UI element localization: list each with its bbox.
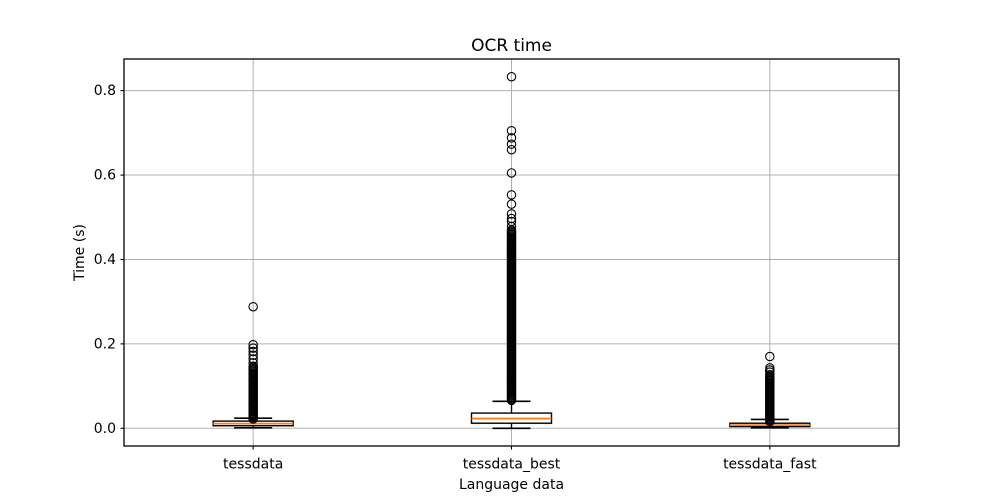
chart-title: OCR time bbox=[471, 36, 552, 56]
flier bbox=[506, 71, 517, 82]
y-tick-label: 0.2 bbox=[94, 336, 116, 352]
flier bbox=[506, 190, 517, 200]
y-tick-label: 0.8 bbox=[94, 83, 116, 99]
flier bbox=[506, 133, 517, 143]
flier bbox=[506, 209, 517, 219]
plot-frame bbox=[123, 58, 900, 447]
y-tick-label: 0.4 bbox=[94, 252, 116, 268]
flier-dense bbox=[248, 361, 258, 371]
x-tick-label: tessdata_best bbox=[463, 457, 561, 473]
y-tick-label: 0.0 bbox=[94, 421, 116, 437]
y-tick-label: 0.6 bbox=[94, 168, 116, 184]
flier bbox=[506, 213, 517, 224]
flier bbox=[506, 144, 517, 155]
flier bbox=[248, 301, 258, 312]
flier bbox=[765, 363, 775, 373]
flier bbox=[248, 358, 258, 368]
flier bbox=[248, 346, 258, 357]
flier bbox=[248, 350, 258, 361]
flier bbox=[506, 139, 517, 149]
y-axis-label: Time (s) bbox=[72, 224, 88, 282]
plot-area: 0.0 0.2 0.4 0.6 0.8 tessdata tessdata_best tess… bbox=[94, 58, 900, 473]
x-axis-label: Language data bbox=[459, 477, 564, 493]
flier bbox=[248, 343, 258, 353]
flier-dense bbox=[765, 369, 775, 380]
flier bbox=[506, 168, 517, 178]
flier bbox=[506, 125, 517, 136]
flier bbox=[765, 351, 775, 362]
x-tick-label: tessdata bbox=[223, 457, 283, 473]
flier bbox=[248, 339, 258, 350]
flier bbox=[248, 354, 258, 364]
x-tick-label: tessdata_fast bbox=[723, 457, 817, 473]
flier bbox=[506, 199, 517, 209]
flier bbox=[506, 216, 517, 227]
